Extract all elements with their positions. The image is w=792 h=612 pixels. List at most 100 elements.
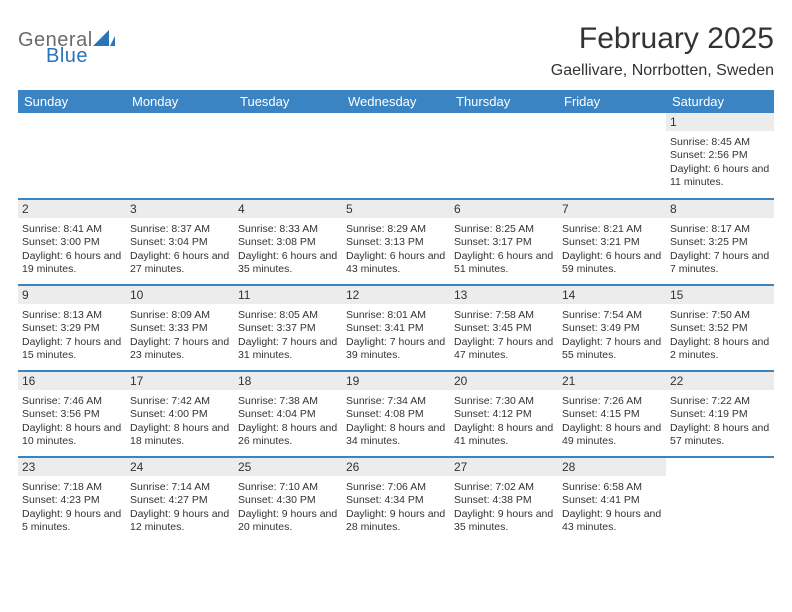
sunrise-text: Sunrise: 7:14 AM [130, 481, 230, 494]
day-details: Sunrise: 8:41 AMSunset: 3:00 PMDaylight:… [18, 220, 126, 279]
sunrise-text: Sunrise: 7:02 AM [454, 481, 554, 494]
weekday-header: Monday [126, 90, 234, 113]
sunset-text: Sunset: 3:33 PM [130, 322, 230, 335]
sunrise-text: Sunrise: 7:18 AM [22, 481, 122, 494]
daylight-text: Daylight: 7 hours and 31 minutes. [238, 336, 338, 363]
day-number: 8 [666, 200, 774, 218]
daylight-text: Daylight: 7 hours and 39 minutes. [346, 336, 446, 363]
location-text: Gaellivare, Norrbotten, Sweden [551, 62, 774, 80]
day-number: 26 [342, 458, 450, 476]
sunrise-text: Sunrise: 8:21 AM [562, 223, 662, 236]
weekday-header: Friday [558, 90, 666, 113]
calendar-cell: 25Sunrise: 7:10 AMSunset: 4:30 PMDayligh… [234, 457, 342, 543]
sunset-text: Sunset: 3:29 PM [22, 322, 122, 335]
daylight-text: Daylight: 8 hours and 10 minutes. [22, 422, 122, 449]
day-details: Sunrise: 7:10 AMSunset: 4:30 PMDaylight:… [234, 478, 342, 537]
day-details: Sunrise: 8:13 AMSunset: 3:29 PMDaylight:… [18, 306, 126, 365]
day-number: 2 [18, 200, 126, 218]
month-title: February 2025 [551, 22, 774, 56]
calendar-cell [450, 113, 558, 199]
calendar-week-row: 1Sunrise: 8:45 AMSunset: 2:56 PMDaylight… [18, 113, 774, 199]
sunset-text: Sunset: 3:00 PM [22, 236, 122, 249]
day-number: 18 [234, 372, 342, 390]
daylight-text: Daylight: 6 hours and 35 minutes. [238, 250, 338, 277]
day-number: 27 [450, 458, 558, 476]
day-details: Sunrise: 8:29 AMSunset: 3:13 PMDaylight:… [342, 220, 450, 279]
day-number: 22 [666, 372, 774, 390]
daylight-text: Daylight: 9 hours and 12 minutes. [130, 508, 230, 535]
day-details: Sunrise: 7:26 AMSunset: 4:15 PMDaylight:… [558, 392, 666, 451]
sunset-text: Sunset: 2:56 PM [670, 149, 770, 162]
weekday-header: Wednesday [342, 90, 450, 113]
day-number: 12 [342, 286, 450, 304]
daylight-text: Daylight: 6 hours and 51 minutes. [454, 250, 554, 277]
calendar-cell: 23Sunrise: 7:18 AMSunset: 4:23 PMDayligh… [18, 457, 126, 543]
sunrise-text: Sunrise: 8:25 AM [454, 223, 554, 236]
day-details: Sunrise: 7:54 AMSunset: 3:49 PMDaylight:… [558, 306, 666, 365]
day-details: Sunrise: 7:06 AMSunset: 4:34 PMDaylight:… [342, 478, 450, 537]
sunset-text: Sunset: 4:15 PM [562, 408, 662, 421]
sunset-text: Sunset: 4:34 PM [346, 494, 446, 507]
calendar-cell: 9 Sunrise: 8:13 AMSunset: 3:29 PMDaylight… [18, 285, 126, 371]
sunset-text: Sunset: 3:17 PM [454, 236, 554, 249]
daylight-text: Daylight: 7 hours and 23 minutes. [130, 336, 230, 363]
day-number: 6 [450, 200, 558, 218]
day-details: Sunrise: 7:02 AMSunset: 4:38 PMDaylight:… [450, 478, 558, 537]
daylight-text: Daylight: 9 hours and 35 minutes. [454, 508, 554, 535]
sunrise-text: Sunrise: 8:01 AM [346, 309, 446, 322]
daylight-text: Daylight: 8 hours and 34 minutes. [346, 422, 446, 449]
calendar-page: General Blue February 2025 Gaellivare, N… [0, 0, 792, 543]
calendar-cell: 8Sunrise: 8:17 AMSunset: 3:25 PMDaylight… [666, 199, 774, 285]
sunset-text: Sunset: 3:08 PM [238, 236, 338, 249]
calendar-cell: 17Sunrise: 7:42 AMSunset: 4:00 PMDayligh… [126, 371, 234, 457]
sunrise-text: Sunrise: 7:54 AM [562, 309, 662, 322]
weekday-header: Saturday [666, 90, 774, 113]
sunset-text: Sunset: 3:49 PM [562, 322, 662, 335]
sunrise-text: Sunrise: 8:29 AM [346, 223, 446, 236]
sunset-text: Sunset: 3:21 PM [562, 236, 662, 249]
daylight-text: Daylight: 7 hours and 7 minutes. [670, 250, 770, 277]
daylight-text: Daylight: 6 hours and 27 minutes. [130, 250, 230, 277]
daylight-text: Daylight: 7 hours and 55 minutes. [562, 336, 662, 363]
day-number: 28 [558, 458, 666, 476]
calendar-cell: 22Sunrise: 7:22 AMSunset: 4:19 PMDayligh… [666, 371, 774, 457]
day-number: 14 [558, 286, 666, 304]
day-number: 16 [18, 372, 126, 390]
day-number: 1 [666, 113, 774, 131]
day-details: Sunrise: 7:46 AMSunset: 3:56 PMDaylight:… [18, 392, 126, 451]
sunrise-text: Sunrise: 7:30 AM [454, 395, 554, 408]
day-details: Sunrise: 7:30 AMSunset: 4:12 PMDaylight:… [450, 392, 558, 451]
daylight-text: Daylight: 6 hours and 11 minutes. [670, 163, 770, 190]
calendar-cell: 1Sunrise: 8:45 AMSunset: 2:56 PMDaylight… [666, 113, 774, 199]
calendar-cell: 3Sunrise: 8:37 AMSunset: 3:04 PMDaylight… [126, 199, 234, 285]
daylight-text: Daylight: 6 hours and 19 minutes. [22, 250, 122, 277]
calendar-week-row: 23Sunrise: 7:18 AMSunset: 4:23 PMDayligh… [18, 457, 774, 543]
sunset-text: Sunset: 4:00 PM [130, 408, 230, 421]
calendar-body: 1Sunrise: 8:45 AMSunset: 2:56 PMDaylight… [18, 113, 774, 543]
day-details: Sunrise: 8:21 AMSunset: 3:21 PMDaylight:… [558, 220, 666, 279]
sunrise-text: Sunrise: 8:09 AM [130, 309, 230, 322]
sunset-text: Sunset: 3:04 PM [130, 236, 230, 249]
daylight-text: Daylight: 7 hours and 15 minutes. [22, 336, 122, 363]
day-details: Sunrise: 7:42 AMSunset: 4:00 PMDaylight:… [126, 392, 234, 451]
calendar-cell: 16 Sunrise: 7:46 AMSunset: 3:56 PMDayligh… [18, 371, 126, 457]
day-number: 19 [342, 372, 450, 390]
sunset-text: Sunset: 4:04 PM [238, 408, 338, 421]
day-details: Sunrise: 8:09 AMSunset: 3:33 PMDaylight:… [126, 306, 234, 365]
calendar-cell: 24Sunrise: 7:14 AMSunset: 4:27 PMDayligh… [126, 457, 234, 543]
sunset-text: Sunset: 4:27 PM [130, 494, 230, 507]
sunrise-text: Sunrise: 8:13 AM [22, 309, 122, 322]
sunset-text: Sunset: 3:37 PM [238, 322, 338, 335]
daylight-text: Daylight: 9 hours and 20 minutes. [238, 508, 338, 535]
daylight-text: Daylight: 7 hours and 47 minutes. [454, 336, 554, 363]
calendar-cell: 5Sunrise: 8:29 AMSunset: 3:13 PMDaylight… [342, 199, 450, 285]
calendar-week-row: 16 Sunrise: 7:46 AMSunset: 3:56 PMDayligh… [18, 371, 774, 457]
calendar-cell: 26 Sunrise: 7:06 AMSunset: 4:34 PMDayligh… [342, 457, 450, 543]
day-number: 9 [18, 286, 126, 304]
sunrise-text: Sunrise: 7:58 AM [454, 309, 554, 322]
sunrise-text: Sunrise: 7:38 AM [238, 395, 338, 408]
brand-sail-icon [93, 28, 115, 50]
day-number: 20 [450, 372, 558, 390]
sunrise-text: Sunrise: 8:37 AM [130, 223, 230, 236]
sunset-text: Sunset: 4:41 PM [562, 494, 662, 507]
